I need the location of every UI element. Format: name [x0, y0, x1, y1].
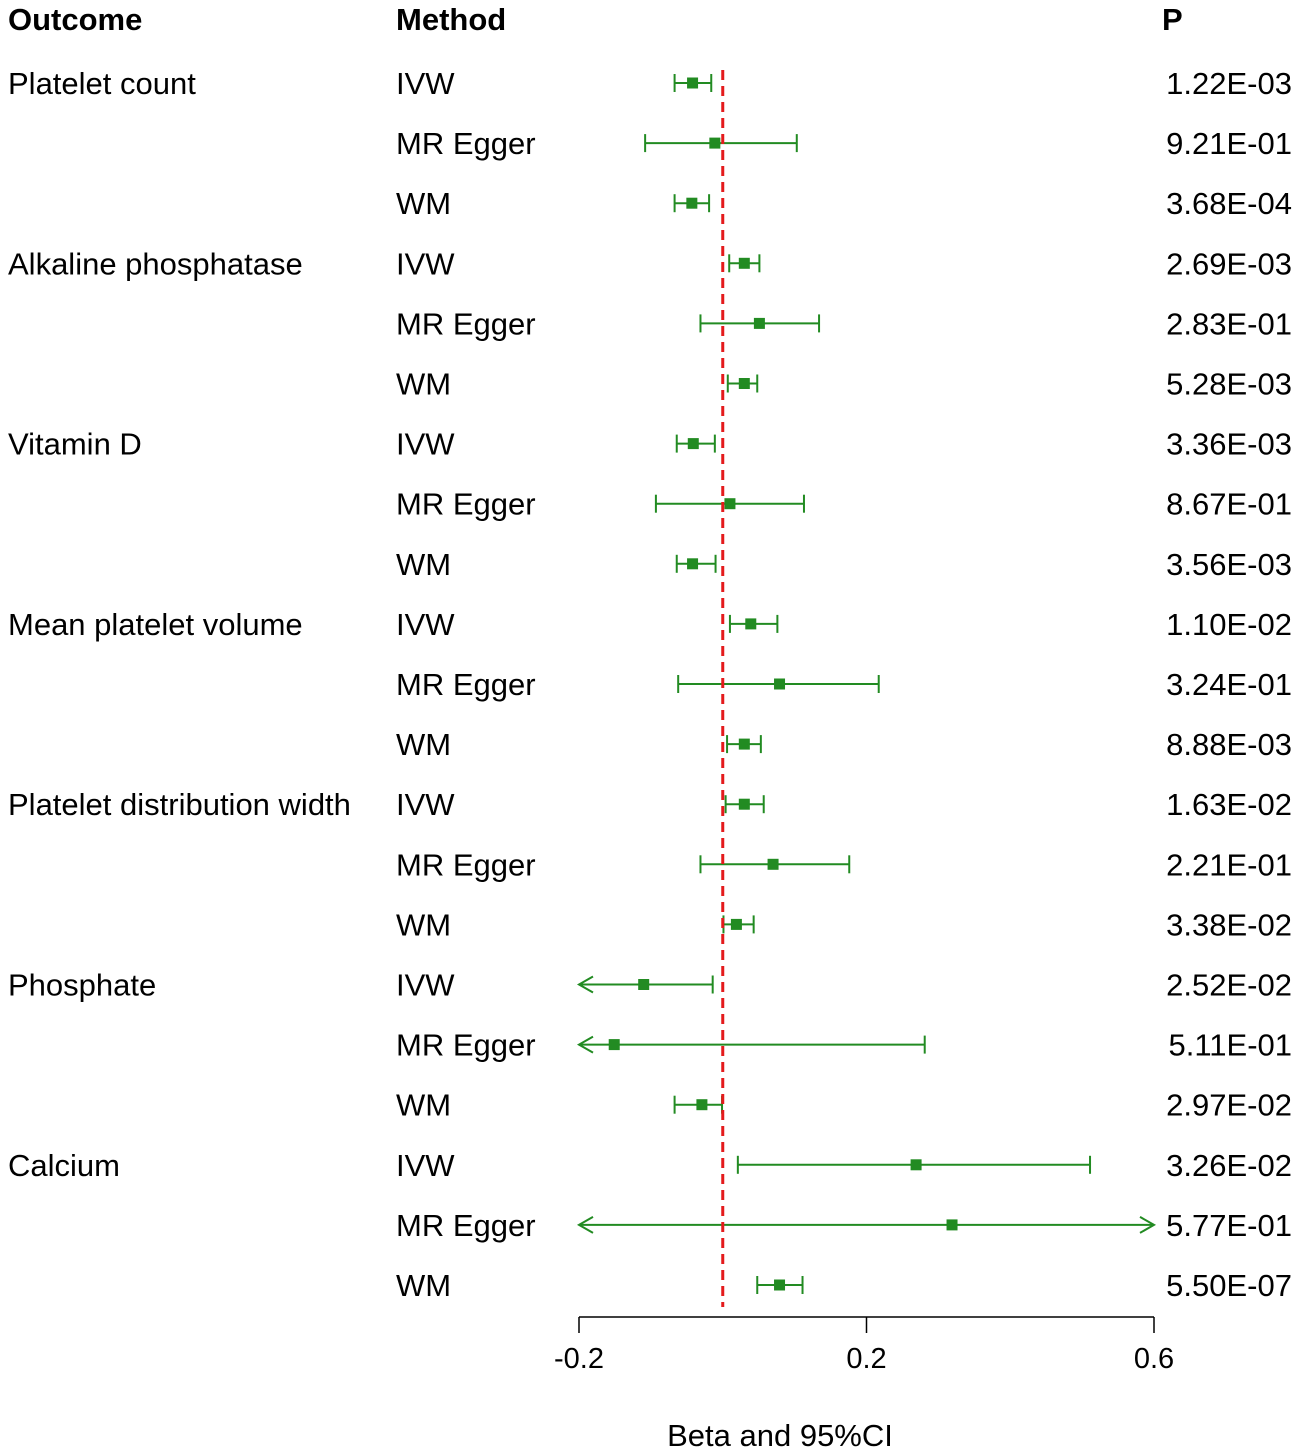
- p-value: 8.88E-03: [1166, 727, 1292, 762]
- forest-rows: Platelet count IVW 1.22E-03 MR Egger 9.21E-0…: [8, 66, 1292, 1307]
- x-axis-label: Beta and 95%CI: [667, 1418, 893, 1453]
- method-label: MR Egger: [396, 306, 536, 341]
- p-value: 3.26E-02: [1166, 1148, 1292, 1183]
- point-estimate: [687, 438, 699, 450]
- point-estimate: [745, 618, 757, 630]
- method-label: IVW: [396, 787, 455, 822]
- method-label: IVW: [396, 66, 455, 101]
- p-value: 5.28E-03: [1166, 367, 1292, 402]
- p-value: 9.21E-01: [1166, 126, 1292, 161]
- header-p: P: [1162, 2, 1183, 37]
- method-label: WM: [396, 907, 451, 942]
- p-value: 2.97E-02: [1166, 1088, 1292, 1123]
- ci-arrow-lower: [576, 975, 594, 994]
- method-label: MR Egger: [396, 126, 536, 161]
- method-label: WM: [396, 1088, 451, 1123]
- outcome-label: Phosphate: [8, 968, 156, 1003]
- method-label: IVW: [396, 968, 455, 1003]
- ci-arrow-upper: [1139, 1216, 1157, 1234]
- point-estimate: [946, 1219, 958, 1231]
- p-value: 1.63E-02: [1166, 787, 1292, 822]
- p-value: 2.21E-01: [1166, 847, 1292, 882]
- point-estimate: [738, 738, 750, 750]
- outcome-label: Vitamin D: [8, 427, 142, 462]
- method-label: MR Egger: [396, 667, 536, 702]
- p-value: 8.67E-01: [1166, 487, 1292, 522]
- point-estimate: [738, 798, 750, 810]
- p-value: 2.83E-01: [1166, 306, 1292, 341]
- p-value: 3.68E-04: [1166, 186, 1292, 221]
- point-estimate: [696, 1099, 708, 1111]
- method-label: MR Egger: [396, 487, 536, 522]
- p-value: 3.38E-02: [1166, 907, 1292, 942]
- point-estimate: [738, 257, 750, 269]
- p-value: 1.10E-02: [1166, 607, 1292, 642]
- p-value: 2.69E-03: [1166, 246, 1292, 281]
- x-axis: -0.2 0.2 0.6: [554, 1316, 1174, 1375]
- method-label: IVW: [396, 427, 455, 462]
- method-label: IVW: [396, 246, 455, 281]
- point-estimate: [709, 137, 721, 149]
- p-value: 5.11E-01: [1168, 1028, 1292, 1063]
- p-value: 3.36E-03: [1166, 427, 1292, 462]
- outcome-label: Calcium: [8, 1148, 120, 1183]
- method-label: WM: [396, 367, 451, 402]
- method-label: WM: [396, 547, 451, 582]
- p-value: 5.77E-01: [1166, 1208, 1292, 1243]
- point-estimate: [753, 317, 765, 329]
- outcome-label: Platelet count: [8, 66, 196, 101]
- method-label: WM: [396, 727, 451, 762]
- point-estimate: [774, 1279, 786, 1291]
- x-tick-label: 0.2: [846, 1343, 886, 1375]
- point-estimate: [910, 1159, 922, 1171]
- method-label: MR Egger: [396, 1028, 536, 1063]
- point-estimate: [730, 918, 742, 930]
- header-outcome: Outcome: [8, 2, 142, 37]
- p-value: 2.52E-02: [1166, 968, 1292, 1003]
- ci-arrow-lower: [576, 1035, 594, 1054]
- point-estimate: [608, 1039, 620, 1051]
- point-estimate: [638, 979, 650, 990]
- p-value: 1.22E-03: [1166, 66, 1292, 101]
- outcome-label: Alkaline phosphatase: [8, 246, 303, 281]
- method-label: WM: [396, 186, 451, 221]
- method-label: IVW: [396, 1148, 455, 1183]
- p-value: 5.50E-07: [1166, 1268, 1292, 1303]
- p-value: 3.24E-01: [1166, 667, 1292, 702]
- outcome-label: Mean platelet volume: [8, 607, 303, 642]
- outcome-label: Platelet distribution width: [8, 787, 351, 822]
- point-estimate: [767, 858, 779, 870]
- ci-arrow-lower: [576, 1216, 594, 1234]
- x-tick-label: 0.6: [1134, 1343, 1174, 1375]
- point-estimate: [738, 378, 750, 389]
- point-estimate: [686, 197, 698, 209]
- header-method: Method: [396, 2, 506, 37]
- method-label: WM: [396, 1268, 451, 1303]
- method-label: IVW: [396, 607, 455, 642]
- method-label: MR Egger: [396, 847, 536, 882]
- x-tick-label: -0.2: [554, 1343, 604, 1375]
- p-value: 3.56E-03: [1166, 547, 1292, 582]
- point-estimate: [687, 77, 699, 89]
- point-estimate: [687, 558, 699, 570]
- point-estimate: [774, 678, 786, 690]
- point-estimate: [724, 498, 736, 510]
- method-label: MR Egger: [396, 1208, 536, 1243]
